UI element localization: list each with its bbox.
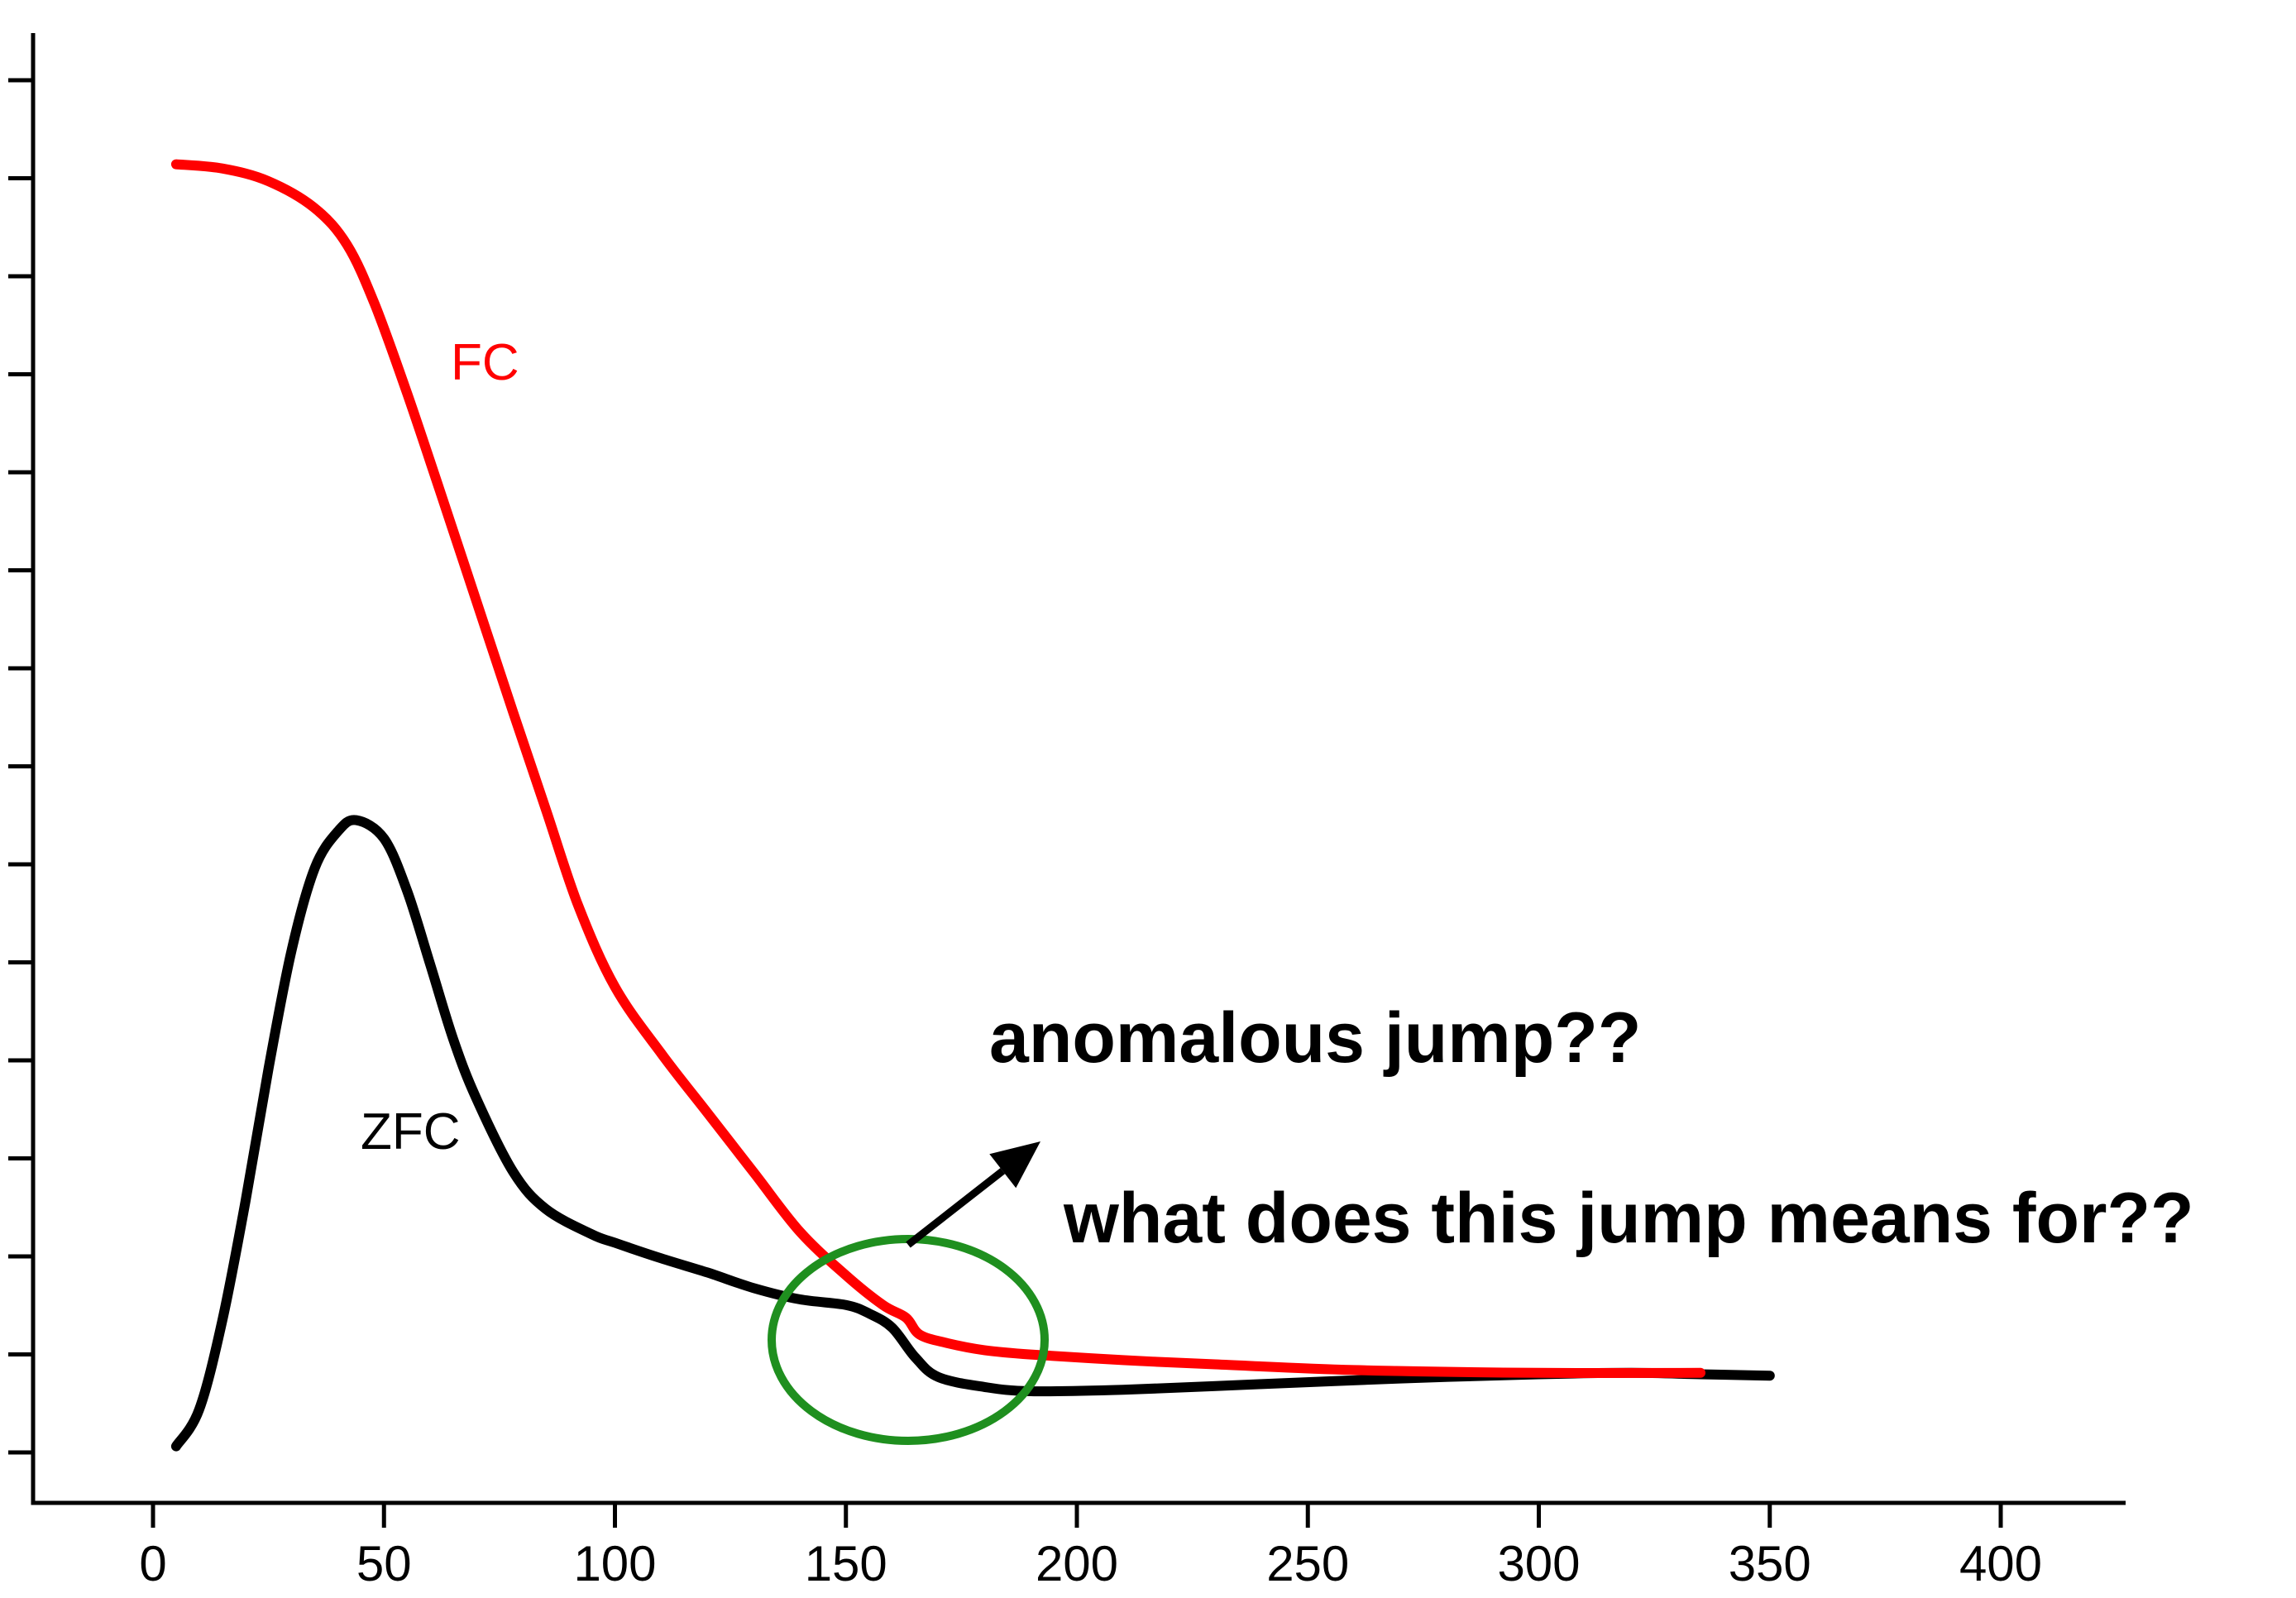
x-tick-label: 200 — [1036, 1536, 1118, 1591]
annotation-arrow-head — [989, 1141, 1040, 1189]
x-tick-label: 50 — [356, 1536, 412, 1591]
jump-meaning-text: what does this jump means for?? — [1064, 1179, 2194, 1258]
x-tick-label: 100 — [573, 1536, 656, 1591]
zfc-curve — [170, 815, 1775, 1452]
x-tick-label: 300 — [1497, 1536, 1580, 1591]
axes — [31, 33, 2126, 1505]
anomalous-jump-text: anomalous jump?? — [989, 998, 1642, 1078]
x-tick-label: 250 — [1266, 1536, 1349, 1591]
x-tick-label: 0 — [139, 1536, 166, 1591]
fc-curve — [170, 159, 1705, 1379]
x-tick-label: 400 — [1959, 1536, 2042, 1591]
fc-series-label: FC — [451, 334, 519, 391]
anomaly-ellipse — [768, 1235, 1049, 1445]
x-tick-label: 350 — [1729, 1536, 1811, 1591]
zfc-series-label: ZFC — [361, 1103, 461, 1160]
annotation-arrow-line — [906, 1168, 1006, 1248]
x-tick-label: 150 — [805, 1536, 887, 1591]
